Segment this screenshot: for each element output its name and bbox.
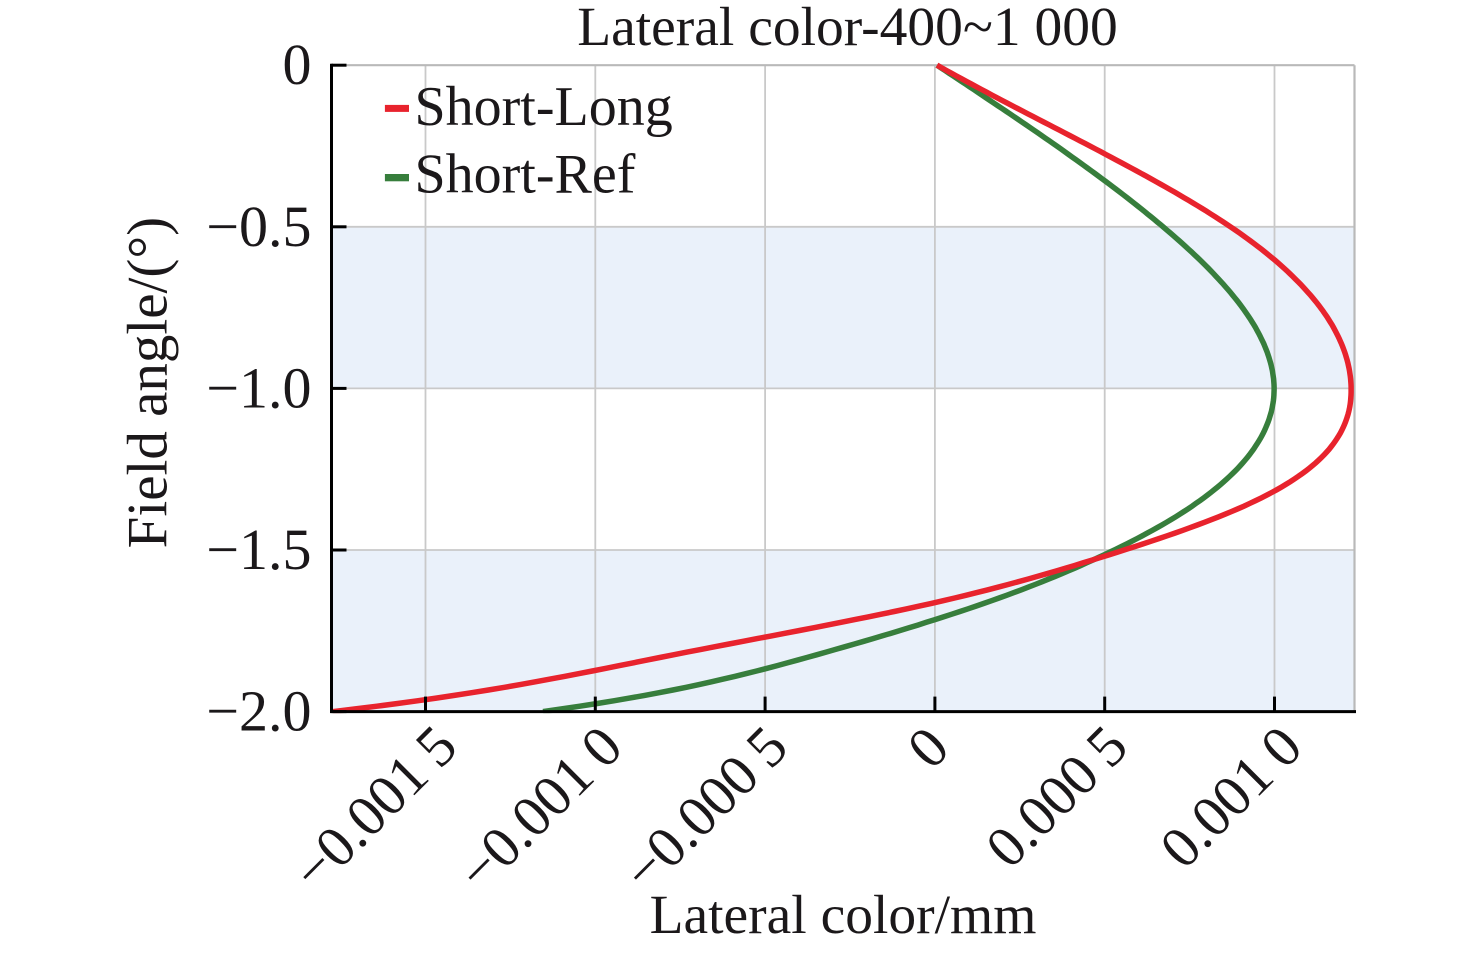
svg-text:Lateral color-400~1 000: Lateral color-400~1 000 (577, 0, 1118, 58)
svg-text:−2.0: −2.0 (206, 679, 311, 744)
svg-text:−1.0: −1.0 (206, 355, 311, 420)
svg-text:−1.5: −1.5 (206, 517, 311, 582)
svg-text:Field angle/(°): Field angle/(°) (117, 217, 180, 548)
svg-text:Lateral color/mm: Lateral color/mm (650, 885, 1037, 946)
svg-text:Short-Ref: Short-Ref (415, 143, 636, 205)
svg-text:−0.5: −0.5 (206, 194, 311, 259)
svg-text:0: 0 (283, 32, 312, 97)
svg-text:Short-Long: Short-Long (415, 76, 673, 138)
